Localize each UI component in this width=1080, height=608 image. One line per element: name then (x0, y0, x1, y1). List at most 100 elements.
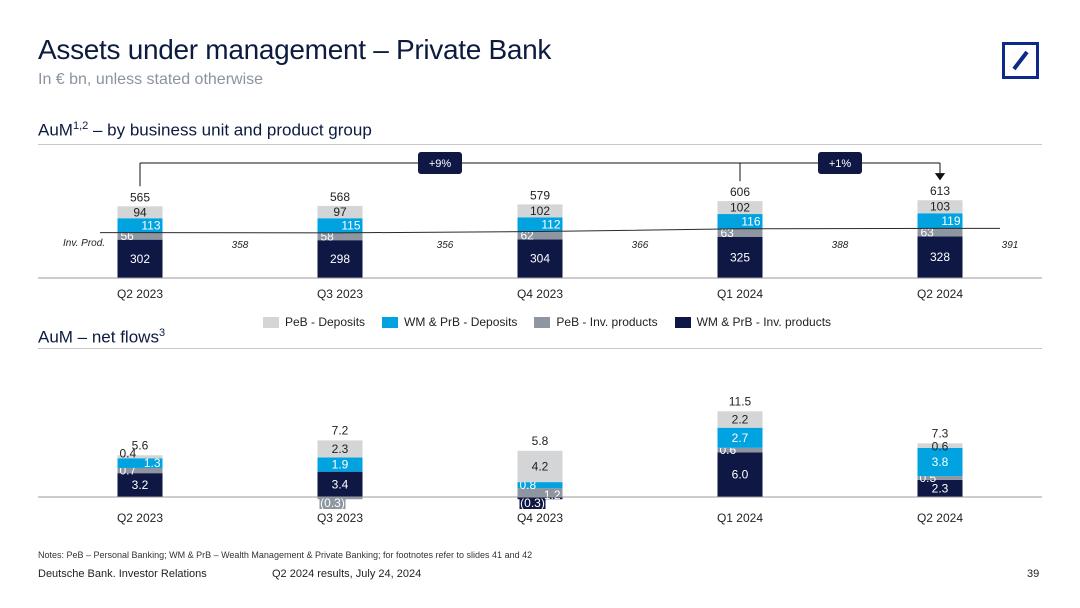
bar-wm-deposits (917, 213, 963, 229)
bar-peb-deposits (117, 455, 163, 459)
legend-swatch (674, 316, 691, 328)
bar-peb-deposits (517, 450, 563, 483)
inv-prod-line (100, 227, 1000, 234)
bar-peb-inv (317, 232, 363, 241)
data-label-peb-deposits: 102 (730, 201, 750, 215)
footer-org: Deutsche Bank. Investor Relations (38, 568, 207, 580)
bar-peb-deposits (317, 440, 363, 458)
data-label-wm-deposits: 1.9 (332, 458, 349, 472)
data-label-wm-inv: 325 (730, 250, 750, 264)
chart1-title-rule (38, 144, 1042, 145)
bar-peb-inv (917, 228, 963, 237)
bar-wm-deposits (917, 447, 963, 477)
data-label-wm-deposits: 115 (341, 219, 360, 233)
inv-prod-value: 388 (832, 240, 849, 251)
legend-label: PeB - Inv. products (556, 315, 658, 329)
data-label-peb-deposits: 94 (133, 205, 147, 219)
data-label-wm-deposits: 116 (741, 214, 760, 228)
x-tick-label: Q3 2023 (317, 511, 363, 525)
chart2-title: AuM – net flows3 (38, 327, 166, 347)
notes: Notes: PeB – Personal Banking; WM & PrB … (38, 550, 533, 560)
chart1-title: AuM1,2 – by business unit and product gr… (38, 120, 372, 140)
x-tick-label: Q3 2023 (317, 287, 363, 301)
bar-wm-deposits (717, 214, 763, 229)
deutsche-bank-logo (1002, 42, 1039, 79)
bar-peb-deposits (917, 200, 963, 214)
data-label-peb-inv: (0.3) (320, 496, 345, 510)
bar-peb-inv (717, 228, 763, 237)
bar-peb-deposits (717, 411, 763, 428)
bar-peb-inv (917, 476, 963, 480)
bar-wm-inv (917, 236, 963, 278)
total-label: 7.2 (332, 423, 349, 437)
total-label: 565 (130, 190, 150, 204)
bar-peb-inv (517, 488, 563, 497)
bar-wm-inv (117, 239, 163, 278)
bar-wm-inv (917, 479, 963, 497)
bar-peb-deposits (517, 204, 563, 218)
page-title: Assets under management – Private Bank (38, 34, 552, 65)
x-tick-label: Q2 2023 (117, 511, 163, 525)
inv-prod-value: 391 (1002, 240, 1019, 251)
chart-legend: PeB - Deposits WM & PrB - Deposits PeB -… (263, 315, 848, 329)
legend-label: WM & PrB - Deposits (404, 315, 518, 329)
chart2-title-rule (38, 348, 1042, 349)
growth-badge-label: +9% (429, 158, 452, 170)
bar-peb-deposits (117, 206, 163, 219)
total-label: 11.5 (729, 394, 752, 408)
bar-peb-inv (117, 467, 163, 474)
bar-peb-deposits (317, 205, 363, 219)
data-label-wm-deposits: 113 (141, 218, 160, 232)
net-flows-stacked-bar-chart: 3.20.71.30.45.6Q2 20233.4(0.3)1.92.37.2Q… (38, 394, 1042, 525)
inv-prod-label: Inv. Prod. (63, 238, 105, 249)
bar-wm-inv (117, 473, 163, 497)
legend-label: WM & PrB - Inv. products (696, 315, 832, 329)
bar-wm-deposits (117, 218, 163, 233)
bar-wm-inv (717, 452, 763, 497)
footer-event: Q2 2024 results, July 24, 2024 (272, 568, 422, 580)
data-label-peb-deposits: 4.2 (532, 459, 549, 473)
legend-item: PeB - Deposits (263, 315, 365, 329)
data-label-wm-inv: 6.0 (732, 468, 749, 482)
data-label-wm-deposits: 112 (541, 217, 560, 231)
inv-prod-value: 366 (632, 240, 649, 251)
bar-wm-inv (317, 471, 363, 497)
neg-label-box (319, 497, 346, 509)
bar-wm-inv (317, 240, 363, 278)
data-label-peb-inv: 1.2 (544, 488, 561, 502)
data-label-wm-inv: (0.3) (520, 496, 545, 510)
data-label-wm-inv: 3.4 (332, 477, 349, 491)
inv-prod-value: 358 (232, 240, 249, 251)
total-label: 579 (530, 188, 550, 202)
neg-label-box (519, 497, 546, 509)
bar-peb-inv (117, 232, 163, 240)
x-tick-label: Q4 2023 (517, 511, 563, 525)
data-label-wm-inv: 2.3 (932, 481, 949, 495)
growth-badge-label: +1% (829, 158, 852, 170)
x-tick-label: Q1 2024 (717, 287, 763, 301)
bar-wm-inv (717, 236, 763, 278)
page-number: 39 (1027, 568, 1040, 580)
bar-peb-inv (717, 447, 763, 453)
callout-arrow-icon (935, 173, 945, 181)
data-label-peb-deposits: 2.3 (332, 442, 349, 456)
bar-peb-deposits (917, 443, 963, 448)
total-label: 5.8 (532, 434, 549, 448)
data-label-peb-deposits: 97 (333, 205, 347, 219)
bar-wm-deposits (317, 457, 363, 472)
growth-badge (818, 152, 862, 174)
bar-wm-deposits (517, 482, 563, 489)
data-label-peb-deposits: 0.4 (120, 446, 137, 460)
data-label-wm-deposits: 1.3 (144, 456, 161, 470)
data-label-peb-deposits: 2.2 (732, 413, 749, 427)
data-label-peb-deposits: 103 (930, 200, 950, 214)
data-label-wm-inv: 298 (330, 252, 350, 266)
data-label-wm-inv: 3.2 (132, 478, 149, 492)
data-label-wm-deposits: 3.8 (932, 455, 949, 469)
page-subtitle: In € bn, unless stated otherwise (38, 71, 264, 88)
total-label: 606 (730, 185, 750, 199)
total-label: 7.3 (932, 426, 949, 440)
total-label: 613 (930, 184, 950, 198)
x-tick-label: Q1 2024 (717, 511, 763, 525)
